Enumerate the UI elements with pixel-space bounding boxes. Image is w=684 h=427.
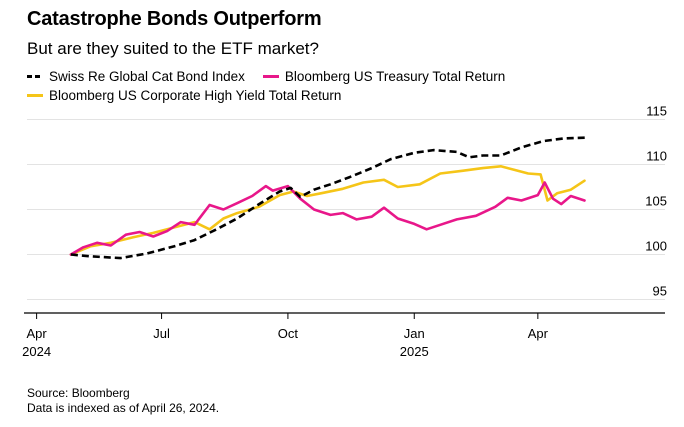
- legend-label-high-yield: Bloomberg US Corporate High Yield Total …: [49, 88, 342, 103]
- y-tick-label-115: 115: [646, 105, 667, 119]
- y-tick-label-105: 105: [645, 194, 667, 209]
- x-tick-sublabel-3: 2025: [400, 344, 429, 359]
- legend-label-treasury: Bloomberg US Treasury Total Return: [284, 69, 506, 84]
- series-line-cat-bond: [70, 136, 589, 260]
- series-line-high-yield: [69, 165, 586, 256]
- chart-title: Catastrophe Bonds Outperform: [27, 8, 322, 30]
- legend-row-1: Swiss Re Global Cat Bond Index Bloomberg…: [27, 69, 523, 84]
- x-tick-label-0: Apr: [26, 326, 47, 341]
- source-note: Source: Bloomberg: [27, 386, 130, 400]
- series-line-treasury: [69, 181, 586, 256]
- legend-swatch-high-yield: [27, 94, 43, 97]
- x-tick-label-3: Jan: [404, 326, 425, 341]
- y-tick-label-95: 95: [653, 284, 667, 299]
- x-tick-sublabel-0: 2024: [22, 344, 51, 359]
- legend-row-2: Bloomberg US Corporate High Yield Total …: [27, 88, 359, 103]
- x-tick-label-4: Apr: [528, 326, 549, 341]
- chart-subtitle: But are they suited to the ETF market?: [27, 39, 319, 58]
- x-tick-label-2: Oct: [278, 326, 299, 341]
- index-note: Data is indexed as of April 26, 2024.: [27, 401, 220, 415]
- y-tick-label-100: 100: [645, 239, 667, 254]
- x-tick-label-1: Jul: [153, 326, 170, 341]
- legend-swatch-treasury: [262, 75, 279, 78]
- legend-swatch-cat-bond: [27, 75, 43, 78]
- legend-item-treasury: Bloomberg US Treasury Total Return: [262, 69, 506, 84]
- line-chart: 95 100 105 110 115 Apr 2024 Jul Oct Jan 2025 Apr: [22, 105, 667, 359]
- legend-item-cat-bond: Swiss Re Global Cat Bond Index: [27, 69, 245, 84]
- legend-item-high-yield: Bloomberg US Corporate High Yield Total …: [27, 88, 341, 103]
- legend-label-cat-bond: Swiss Re Global Cat Bond Index: [49, 69, 245, 84]
- y-tick-label-110: 110: [646, 149, 667, 164]
